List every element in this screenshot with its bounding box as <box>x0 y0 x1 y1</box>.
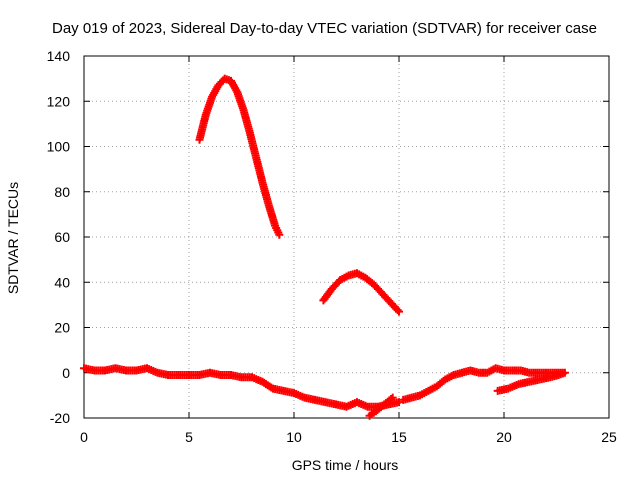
y-tick-label: 140 <box>47 48 71 64</box>
data-point <box>395 398 403 407</box>
chart-title: Day 019 of 2023, Sidereal Day-to-day VTE… <box>52 20 597 37</box>
y-tick-label: 0 <box>62 365 70 381</box>
y-tick-label: 40 <box>54 274 70 290</box>
plot-frame <box>83 55 610 419</box>
y-axis-label: SDTVAR / TECUs <box>5 182 21 294</box>
series-branch-noon-dip <box>365 393 397 420</box>
x-tick-label: 5 <box>185 429 193 445</box>
x-tick-label: 0 <box>80 429 88 445</box>
data-point <box>275 230 284 239</box>
tick-marks <box>83 55 610 419</box>
y-tick-label: -20 <box>50 410 70 426</box>
data-series <box>80 74 569 420</box>
series-arc-midday <box>319 269 403 316</box>
y-tick-label: 60 <box>54 229 70 245</box>
data-point <box>395 307 403 316</box>
series-baseline-early <box>80 364 403 411</box>
data-point <box>393 306 402 315</box>
data-point <box>560 368 569 377</box>
y-tick-labels: -20 0 20 40 60 80 100 120 140 <box>47 48 71 426</box>
x-tick-label: 10 <box>286 429 302 445</box>
y-tick-label: 80 <box>54 184 70 200</box>
x-tick-label: 15 <box>391 429 407 445</box>
x-tick-labels: 0 5 10 15 20 25 <box>80 429 617 445</box>
y-tick-label: 20 <box>54 320 70 336</box>
series-branch-late <box>493 368 569 395</box>
series-arc-morning-peak <box>195 74 284 239</box>
x-tick-label: 25 <box>601 429 617 445</box>
series-baseline-late <box>399 364 567 404</box>
grid <box>84 56 609 418</box>
x-tick-label: 20 <box>496 429 512 445</box>
y-tick-label: 120 <box>47 93 71 109</box>
y-tick-label: 100 <box>47 139 71 155</box>
data-point <box>388 393 397 402</box>
x-axis-label: GPS time / hours <box>292 457 399 473</box>
